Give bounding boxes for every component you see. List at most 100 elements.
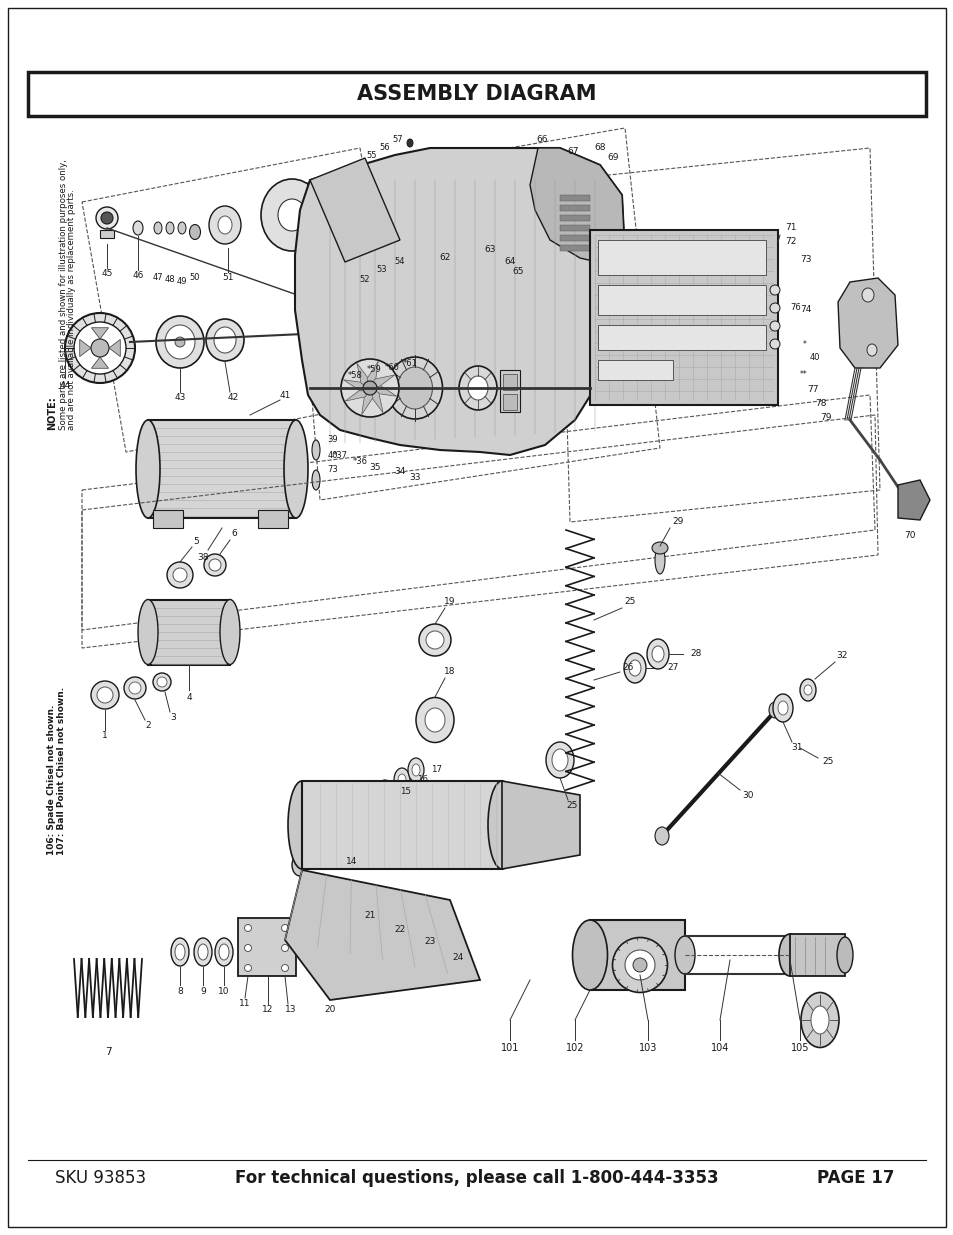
Text: *36: *36 [352,457,367,467]
Polygon shape [897,480,929,520]
Bar [598,285,765,315]
Ellipse shape [344,198,372,228]
Text: 21: 21 [364,910,375,920]
Polygon shape [91,357,109,368]
Ellipse shape [866,345,876,356]
Polygon shape [501,781,579,869]
Ellipse shape [779,934,801,976]
Text: 56: 56 [379,143,390,152]
Bar [152,510,183,529]
Text: 22: 22 [394,925,405,935]
Ellipse shape [772,694,792,722]
Text: 46: 46 [132,272,144,280]
Bar [237,918,295,976]
Text: 26: 26 [621,663,633,673]
Ellipse shape [651,542,667,555]
Ellipse shape [646,638,668,669]
Polygon shape [109,340,120,357]
Ellipse shape [552,748,567,771]
Text: 39: 39 [327,436,338,445]
Text: 65: 65 [512,268,523,277]
Bar [589,920,684,990]
Text: 64: 64 [504,258,516,267]
Bar [559,245,589,251]
Text: 24: 24 [452,953,463,962]
Text: 13: 13 [285,1005,296,1014]
Ellipse shape [213,327,235,353]
Ellipse shape [426,631,443,650]
Text: 106: Spade Chisel not shown.: 106: Spade Chisel not shown. [48,705,56,855]
Text: 105: 105 [790,1044,808,1053]
Text: 5: 5 [193,536,198,546]
Text: ASSEMBLY DIAGRAM: ASSEMBLY DIAGRAM [356,84,597,104]
Ellipse shape [214,939,233,966]
Text: 63: 63 [484,246,496,254]
Ellipse shape [312,471,319,490]
Bar [148,420,295,517]
Ellipse shape [397,774,406,785]
Ellipse shape [198,944,208,960]
Bar [28,72,925,116]
Ellipse shape [327,177,389,249]
Bar [559,205,589,211]
Polygon shape [345,388,370,401]
Ellipse shape [156,316,204,368]
Text: 40: 40 [809,353,820,363]
Ellipse shape [623,653,645,683]
Ellipse shape [408,758,423,782]
Text: *58: *58 [347,370,362,379]
Ellipse shape [166,222,173,233]
Text: NOTE:: NOTE: [47,396,57,430]
Bar [559,215,589,221]
Ellipse shape [376,781,393,804]
Text: 43: 43 [174,394,186,403]
Bar [598,240,765,275]
Bar [100,230,113,238]
Ellipse shape [244,965,252,972]
Text: 101: 101 [500,1044,518,1053]
Text: 72: 72 [784,237,796,247]
Bar [148,600,230,664]
Polygon shape [294,148,624,454]
Ellipse shape [218,216,232,233]
Polygon shape [367,362,378,388]
Text: 30: 30 [741,790,753,799]
Ellipse shape [769,285,780,295]
Ellipse shape [340,359,398,417]
Bar [559,195,589,201]
Ellipse shape [769,321,780,331]
Text: 69: 69 [607,152,618,162]
Text: 102: 102 [565,1044,583,1053]
Ellipse shape [97,687,112,703]
Ellipse shape [220,599,240,664]
Text: 70: 70 [903,531,915,540]
Bar [257,510,288,529]
Text: 79: 79 [820,414,831,422]
Ellipse shape [800,679,815,701]
Bar [559,225,589,231]
Bar [502,374,517,390]
Bar [598,359,672,380]
Text: 14: 14 [346,857,357,867]
Ellipse shape [801,993,838,1047]
Bar [559,235,589,241]
Text: *59: *59 [366,366,381,374]
Ellipse shape [397,367,432,409]
Ellipse shape [157,677,167,687]
Text: 77: 77 [806,385,818,394]
Polygon shape [530,148,624,266]
Text: *60: *60 [384,363,399,372]
Ellipse shape [655,546,664,574]
Text: *37: *37 [333,451,347,459]
Text: 33: 33 [409,473,420,483]
Bar [499,370,519,412]
Ellipse shape [778,701,787,715]
Text: *: * [802,341,806,350]
Text: 15: 15 [399,788,411,797]
Ellipse shape [206,319,244,361]
Text: 62: 62 [438,253,450,263]
Ellipse shape [363,382,376,395]
Ellipse shape [244,925,252,931]
Ellipse shape [190,225,200,240]
Ellipse shape [862,288,873,303]
